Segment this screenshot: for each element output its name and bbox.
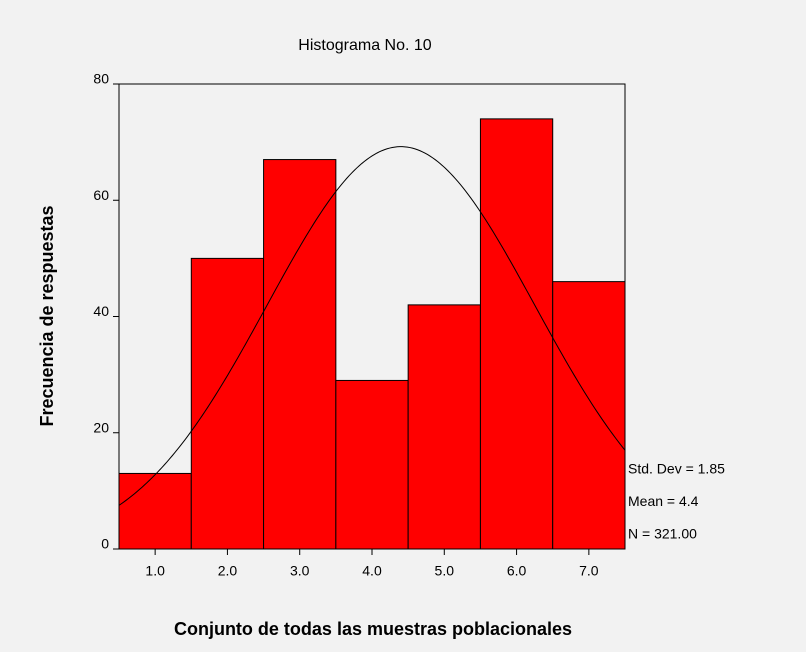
x-tick-label: 7.0	[579, 563, 599, 579]
x-axis-label: Conjunto de todas las muestras poblacion…	[174, 619, 572, 639]
x-tick-label: 5.0	[435, 563, 455, 579]
y-tick-label: 60	[93, 187, 109, 203]
y-tick-label: 80	[93, 71, 109, 87]
x-tick-label: 6.0	[507, 563, 527, 579]
y-tick-label: 0	[101, 536, 109, 552]
y-tick-label: 20	[93, 419, 109, 435]
bar	[552, 281, 626, 550]
bar	[335, 379, 409, 550]
bar	[190, 257, 265, 550]
y-axis-label: Frecuencia de respuestas	[37, 205, 57, 426]
x-tick-label: 2.0	[218, 563, 238, 579]
x-tick-label: 3.0	[290, 563, 310, 579]
chart-title: Histograma No. 10	[298, 37, 431, 54]
stats-label: N = 321.00	[628, 526, 697, 542]
y-tick-label: 40	[93, 303, 109, 319]
bar	[118, 472, 192, 550]
normal-curve	[118, 146, 626, 506]
bar	[407, 304, 481, 550]
x-tick-label: 1.0	[145, 563, 165, 579]
bar	[479, 118, 554, 550]
stats-label: Std. Dev = 1.85	[628, 461, 725, 477]
x-tick-label: 4.0	[362, 563, 382, 579]
stats-label: Mean = 4.4	[628, 493, 699, 509]
bar	[263, 159, 337, 550]
